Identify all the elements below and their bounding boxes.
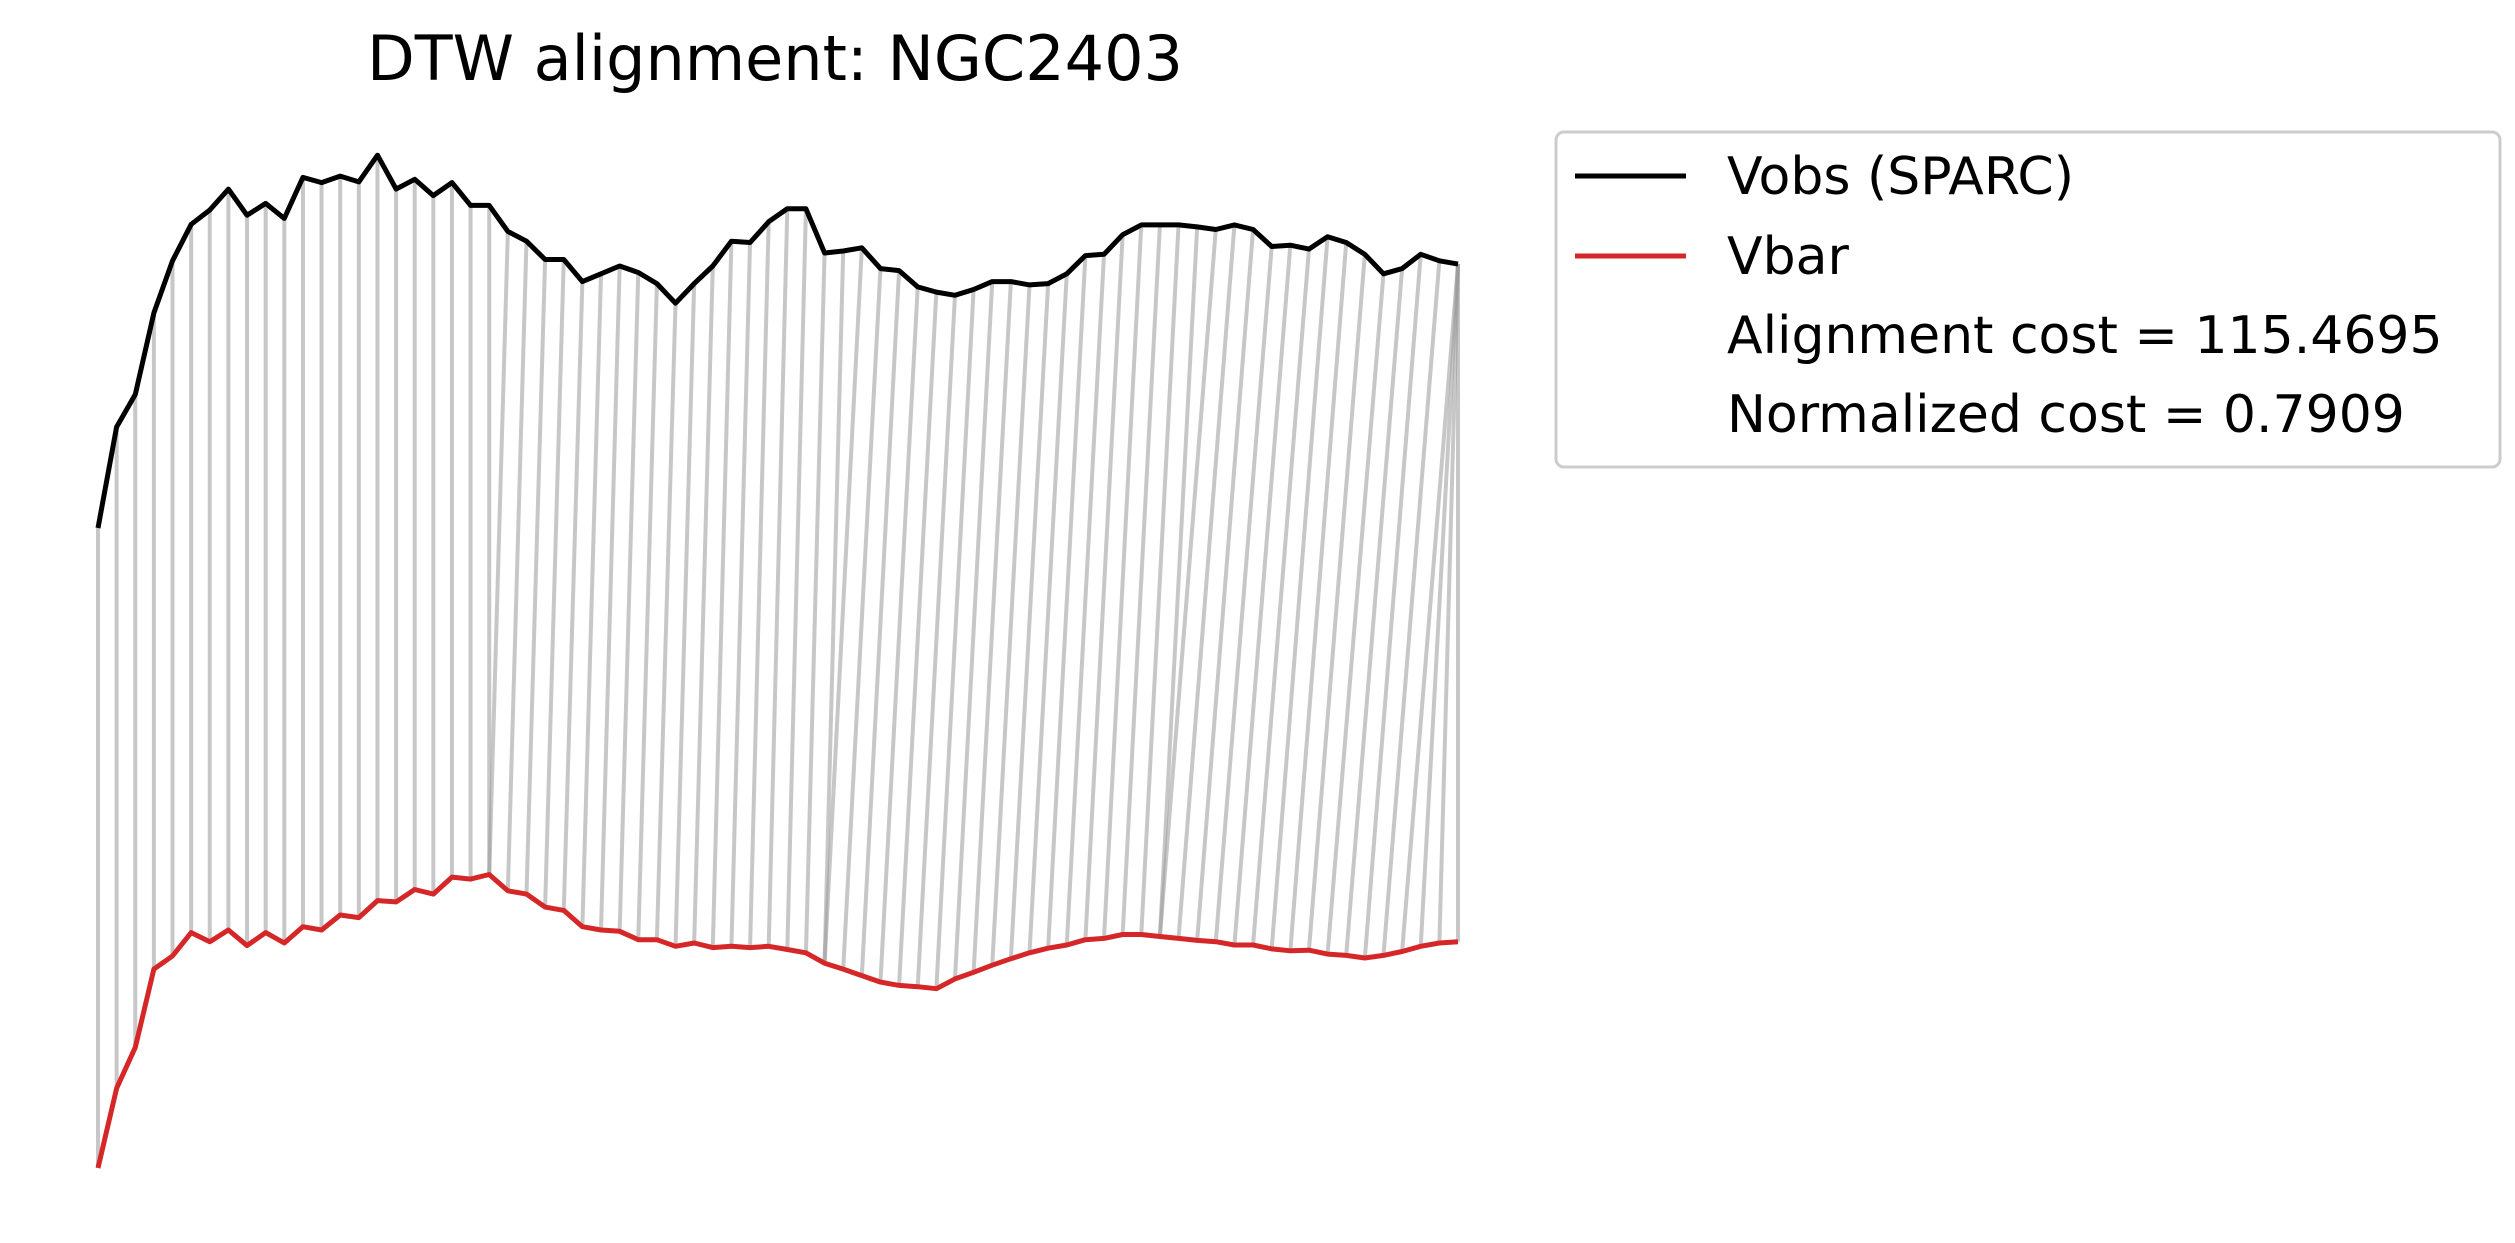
alignment-line xyxy=(1306,254,1367,951)
legend-normalized-cost: Normalized cost = 0.7909 xyxy=(1727,385,2405,445)
alignment-line xyxy=(1381,260,1442,956)
alignment-line xyxy=(1418,263,1460,947)
alignment-line xyxy=(729,242,753,947)
alignment-line xyxy=(822,247,864,964)
alignment-line xyxy=(878,286,920,983)
alignment-line xyxy=(1064,254,1107,946)
alignment-line xyxy=(617,272,641,932)
alignment-line xyxy=(654,303,678,940)
alignment-line xyxy=(1102,224,1144,939)
alignment-line xyxy=(934,289,976,989)
chart-title: DTW alignment: NGC2403 xyxy=(367,22,1183,95)
legend-label-vobs: Vobs (SPARC) xyxy=(1727,147,2074,207)
alignment-line xyxy=(748,221,771,948)
legend-label-vbar: Vbar xyxy=(1727,227,1849,287)
alignment-line xyxy=(673,283,697,947)
alignment-line xyxy=(952,281,995,979)
alignment-line xyxy=(1269,236,1330,950)
legend-alignment-cost: Alignment cost = 115.4695 xyxy=(1727,306,2443,366)
alignment-line xyxy=(692,265,715,944)
alignment-line xyxy=(580,273,604,927)
alignment-line xyxy=(1157,226,1200,937)
alignment-line xyxy=(1437,263,1460,944)
alignment-line xyxy=(785,208,808,950)
alignment-line xyxy=(1344,268,1405,956)
alignment-line xyxy=(487,231,510,875)
legend-frame xyxy=(1554,130,2502,469)
alignment-line xyxy=(543,259,566,908)
alignment-line xyxy=(1325,273,1386,955)
alignment-line xyxy=(971,281,1013,973)
alignment-line xyxy=(841,268,883,970)
alignment-line xyxy=(1251,248,1311,946)
alignment-line xyxy=(524,259,548,895)
alignment-line xyxy=(1213,246,1274,942)
alignment-line xyxy=(710,241,734,948)
series-line-vobs xyxy=(95,152,1459,529)
alignment-line xyxy=(599,265,622,931)
alignment-line xyxy=(1176,224,1237,939)
alignment-line xyxy=(1288,242,1349,951)
alignment-line xyxy=(1008,283,1051,959)
alignment-line xyxy=(822,250,846,964)
alignment-line xyxy=(1400,263,1460,952)
legend: Vobs (SPARC) Vbar Alignment cost = 115.4… xyxy=(1554,130,2502,469)
alignment-line xyxy=(859,270,902,976)
alignment-line xyxy=(561,281,585,911)
series-line-vbar xyxy=(95,872,1459,1169)
alignment-line xyxy=(1083,234,1125,940)
alignment-line xyxy=(897,291,939,986)
alignment-line xyxy=(1046,255,1088,949)
alignment-line xyxy=(1362,254,1423,959)
alignment-line xyxy=(1027,273,1069,953)
alignment-line xyxy=(1195,229,1256,941)
alignment-lines xyxy=(96,155,1460,1168)
alignment-line xyxy=(1120,224,1162,935)
alignment-line xyxy=(636,283,659,940)
alignment-line xyxy=(803,252,827,953)
alignment-line xyxy=(990,284,1032,966)
alignment-line xyxy=(505,241,529,891)
series-curves xyxy=(95,152,1459,1169)
alignment-line xyxy=(1139,224,1181,935)
alignment-line xyxy=(1157,229,1218,937)
alignment-line xyxy=(1232,244,1293,946)
alignment-line xyxy=(766,208,790,947)
alignment-line xyxy=(915,295,957,987)
